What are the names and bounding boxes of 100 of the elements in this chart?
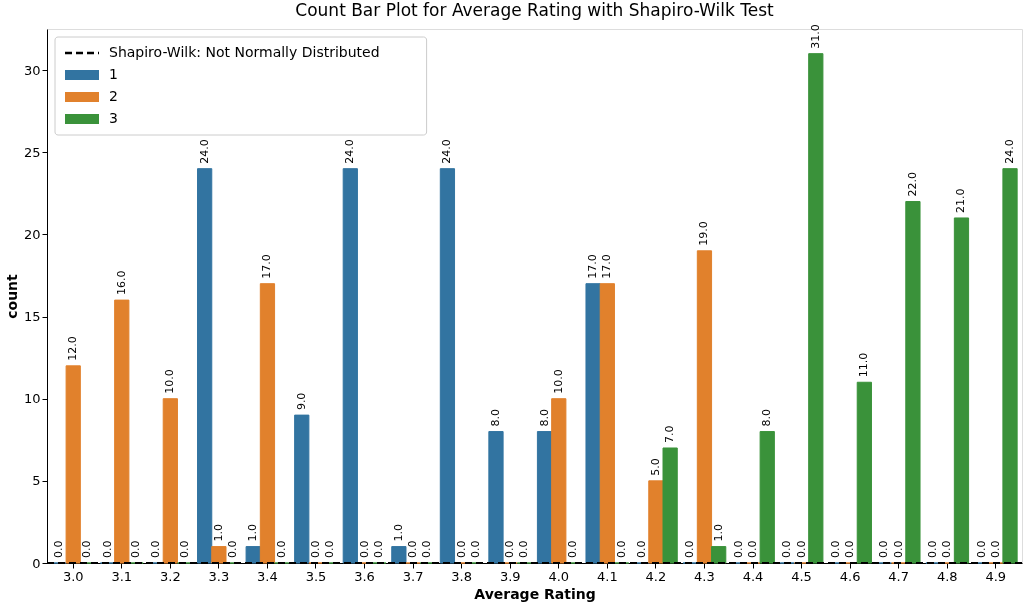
data-label: 0.0 xyxy=(323,540,337,558)
data-label: 0.0 xyxy=(746,540,759,558)
data-label: 24.0 xyxy=(197,139,211,164)
bar xyxy=(65,365,81,564)
data-label: 0.0 xyxy=(420,540,434,558)
y-tick-label: 20 xyxy=(23,226,41,242)
data-label: 0.0 xyxy=(731,540,745,558)
data-label: 22.0 xyxy=(905,172,919,197)
bar xyxy=(711,546,727,564)
bar xyxy=(856,381,872,564)
x-tick-label: 3.4 xyxy=(257,568,278,584)
data-label: 0.0 xyxy=(454,540,468,558)
bar xyxy=(905,201,921,564)
x-tick-label: 3.1 xyxy=(111,568,133,584)
bar xyxy=(259,283,276,564)
x-tick-label: 3.9 xyxy=(499,568,521,584)
bar xyxy=(162,398,178,564)
bar xyxy=(488,431,504,564)
data-label: 0.0 xyxy=(780,540,794,558)
data-label: 1.0 xyxy=(391,524,405,542)
data-label: 0.0 xyxy=(634,540,648,558)
data-label: 0.0 xyxy=(226,540,240,558)
x-tick-label: 4.4 xyxy=(742,568,764,584)
data-label: 24.0 xyxy=(343,139,357,164)
x-tick-label: 4.9 xyxy=(985,568,1007,584)
bar xyxy=(439,168,456,564)
x-tick-label: 3.8 xyxy=(451,568,473,584)
data-label: 0.0 xyxy=(503,540,517,558)
y-axis-title: count xyxy=(3,273,20,319)
data-label: 17.0 xyxy=(600,254,614,279)
data-label: 0.0 xyxy=(468,540,482,558)
y-tick-label: 15 xyxy=(23,309,41,325)
data-label: 0.0 xyxy=(80,540,94,558)
legend-label: Shapiro-Wilk: Not Normally Distributed xyxy=(109,44,380,60)
bar xyxy=(536,431,553,564)
legend-label: 2 xyxy=(109,88,118,104)
bar xyxy=(696,250,713,564)
y-tick-label: 10 xyxy=(23,391,41,407)
data-label: 0.0 xyxy=(683,540,697,558)
data-label: 10.0 xyxy=(551,369,565,394)
data-label: 0.0 xyxy=(51,540,65,558)
data-label: 24.0 xyxy=(1003,139,1017,164)
bar xyxy=(662,447,678,564)
bar xyxy=(648,480,664,564)
data-label: 0.0 xyxy=(406,540,420,558)
data-label: 0.0 xyxy=(357,540,371,558)
x-tick-label: 3.7 xyxy=(402,568,424,584)
data-label: 1.0 xyxy=(246,524,260,542)
data-label: 0.0 xyxy=(100,540,114,558)
data-label: 0.0 xyxy=(614,540,628,558)
data-label: 0.0 xyxy=(925,540,939,558)
data-label: 8.0 xyxy=(537,409,551,427)
data-label: 1.0 xyxy=(711,524,725,542)
x-tick-label: 4.2 xyxy=(645,568,667,584)
y-tick-label: 0 xyxy=(32,555,41,571)
data-label: 9.0 xyxy=(294,392,308,411)
bar xyxy=(585,283,601,564)
data-label: 0.0 xyxy=(517,540,531,558)
x-tick-label: 3.0 xyxy=(62,568,84,584)
data-label: 0.0 xyxy=(274,540,288,558)
data-label: 0.0 xyxy=(974,540,988,558)
data-label: 16.0 xyxy=(114,270,128,296)
data-label: 31.0 xyxy=(808,24,822,49)
bar xyxy=(953,217,970,564)
data-label: 8.0 xyxy=(760,409,774,427)
data-label: 0.0 xyxy=(940,540,954,558)
data-label: 7.0 xyxy=(663,425,677,443)
x-tick-label: 4.8 xyxy=(936,568,958,584)
x-tick-label: 3.5 xyxy=(305,568,327,584)
bar xyxy=(1002,168,1018,564)
x-tick-label: 4.0 xyxy=(548,568,570,584)
data-label: 21.0 xyxy=(954,188,968,213)
bar xyxy=(197,168,213,564)
bar xyxy=(294,414,310,564)
data-label: 0.0 xyxy=(149,540,163,558)
data-label: 8.0 xyxy=(488,409,502,427)
data-label: 17.0 xyxy=(586,254,600,279)
bar xyxy=(211,546,227,564)
data-label: 0.0 xyxy=(828,540,842,558)
data-label: 24.0 xyxy=(440,139,454,164)
legend-label: 1 xyxy=(109,66,118,82)
bar xyxy=(551,398,567,564)
y-tick-label: 25 xyxy=(23,144,41,160)
x-tick-label: 3.3 xyxy=(208,568,230,584)
bar xyxy=(245,546,261,564)
x-tick-label: 3.2 xyxy=(159,568,181,584)
data-label: 0.0 xyxy=(566,540,580,558)
y-tick-label: 5 xyxy=(32,473,41,489)
chart-title: Count Bar Plot for Average Rating with Shapiro-Wilk Test xyxy=(295,0,775,21)
x-tick-label: 4.7 xyxy=(888,568,910,584)
data-label: 0.0 xyxy=(891,540,905,558)
data-label: 11.0 xyxy=(857,352,871,378)
data-label: 0.0 xyxy=(988,540,1002,558)
legend-label: 3 xyxy=(109,110,118,126)
data-label: 0.0 xyxy=(177,540,191,558)
data-label: 0.0 xyxy=(129,540,143,558)
data-label: 10.0 xyxy=(163,369,177,394)
x-tick-label: 4.6 xyxy=(839,568,861,584)
bar xyxy=(342,168,358,564)
data-label: 19.0 xyxy=(697,221,711,246)
